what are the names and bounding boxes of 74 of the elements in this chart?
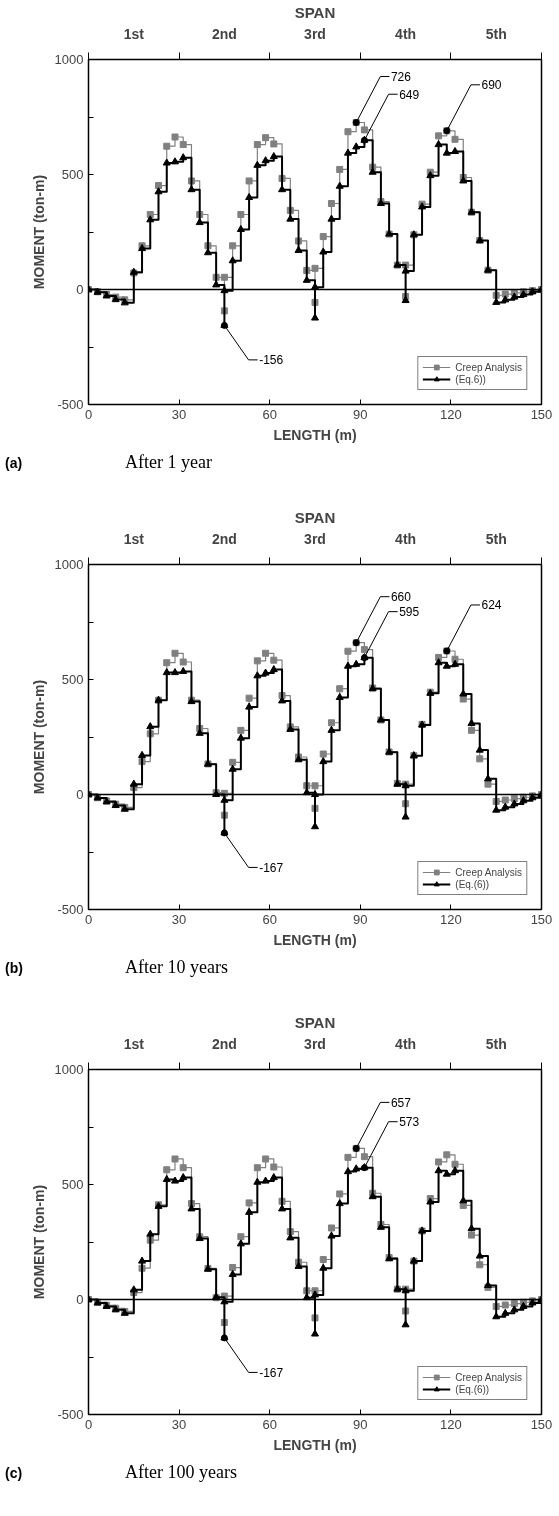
annotation: 726 <box>390 70 412 85</box>
annotation: 690 <box>481 78 502 93</box>
y-axis-title: MOMENT (ton-m) <box>30 174 47 290</box>
annotation: -167 <box>259 860 284 875</box>
y-tick-label: -500 <box>57 397 84 412</box>
x-tick-label: 30 <box>171 406 187 422</box>
annotation: 595 <box>399 605 420 620</box>
annotation: 660 <box>390 590 412 605</box>
x-tick-label: 150 <box>530 911 553 927</box>
x-axis-title: LENGTH (m) <box>273 426 357 443</box>
text: 3rd <box>304 1035 326 1052</box>
x2-axis-title: SPAN <box>294 508 336 526</box>
x-tick-label: 150 <box>530 406 553 422</box>
text: After 1 year <box>125 451 212 474</box>
y-tick-label: -500 <box>57 902 84 917</box>
y-tick-label: 0 <box>76 1292 84 1307</box>
y-tick-label: 1000 <box>54 557 84 572</box>
text: 3rd <box>304 25 326 42</box>
text: 5th <box>485 1035 507 1052</box>
y-tick-label: -500 <box>57 1407 84 1422</box>
x-tick-label: 120 <box>440 1416 462 1432</box>
x-tick-label: 150 <box>530 1416 553 1432</box>
text: 3rd <box>304 530 326 547</box>
y-axis-title: MOMENT (ton-m) <box>30 679 47 795</box>
x-tick-label: 60 <box>262 406 277 422</box>
text: 5th <box>485 25 507 42</box>
text: 2nd <box>211 1035 237 1052</box>
x2-axis-title: SPAN <box>294 3 336 21</box>
annotation: -156 <box>259 353 284 368</box>
text: 1st <box>123 1035 145 1052</box>
y-tick-label: 500 <box>61 167 84 182</box>
text: 5th <box>485 530 507 547</box>
annotation: -167 <box>259 1365 284 1380</box>
annotation: 573 <box>399 1115 420 1130</box>
annotation: 649 <box>399 87 420 102</box>
text: (b) <box>5 959 24 978</box>
x-tick-label: 30 <box>171 1416 187 1432</box>
y-tick-label: 0 <box>76 787 84 802</box>
x-tick-label: 90 <box>353 406 368 422</box>
x-tick-label: 90 <box>353 911 368 927</box>
legend-label: Creep Analysis <box>455 1371 522 1383</box>
text: 1st <box>123 25 145 42</box>
legend-label: Creep Analysis <box>455 361 522 373</box>
x-axis-title: LENGTH (m) <box>273 1436 357 1453</box>
text: 4th <box>395 25 417 42</box>
x-tick-label: 60 <box>262 1416 277 1432</box>
y-tick-label: 500 <box>61 1177 84 1192</box>
text: (c) <box>5 1464 24 1483</box>
legend-label: Creep Analysis <box>455 866 522 878</box>
text: After 10 years <box>125 956 228 979</box>
annotation: 657 <box>390 1095 412 1110</box>
y-axis-title: MOMENT (ton-m) <box>30 1184 47 1300</box>
x-tick-label: 90 <box>353 1416 368 1432</box>
y-tick-label: 0 <box>76 282 84 297</box>
x2-axis-title: SPAN <box>294 1013 336 1031</box>
y-tick-label: 1000 <box>54 1062 84 1077</box>
legend-label: (Eq.(6)) <box>455 1383 490 1395</box>
text: 4th <box>395 1035 417 1052</box>
y-tick-label: 500 <box>61 672 84 687</box>
text: 4th <box>395 530 417 547</box>
text: After 100 years <box>125 1461 237 1484</box>
x-tick-label: 60 <box>262 911 277 927</box>
annotation: 624 <box>481 598 502 613</box>
y-tick-label: 1000 <box>54 52 84 67</box>
legend-label: (Eq.(6)) <box>455 878 490 890</box>
x-tick-label: 120 <box>440 911 462 927</box>
text: 2nd <box>211 530 237 547</box>
text: 1st <box>123 530 145 547</box>
legend-label: (Eq.6)) <box>455 373 486 385</box>
text: (a) <box>5 454 24 473</box>
x-axis-title: LENGTH (m) <box>273 931 357 948</box>
x-tick-label: 120 <box>440 406 462 422</box>
x-tick-label: 30 <box>171 911 187 927</box>
text: 2nd <box>211 25 237 42</box>
